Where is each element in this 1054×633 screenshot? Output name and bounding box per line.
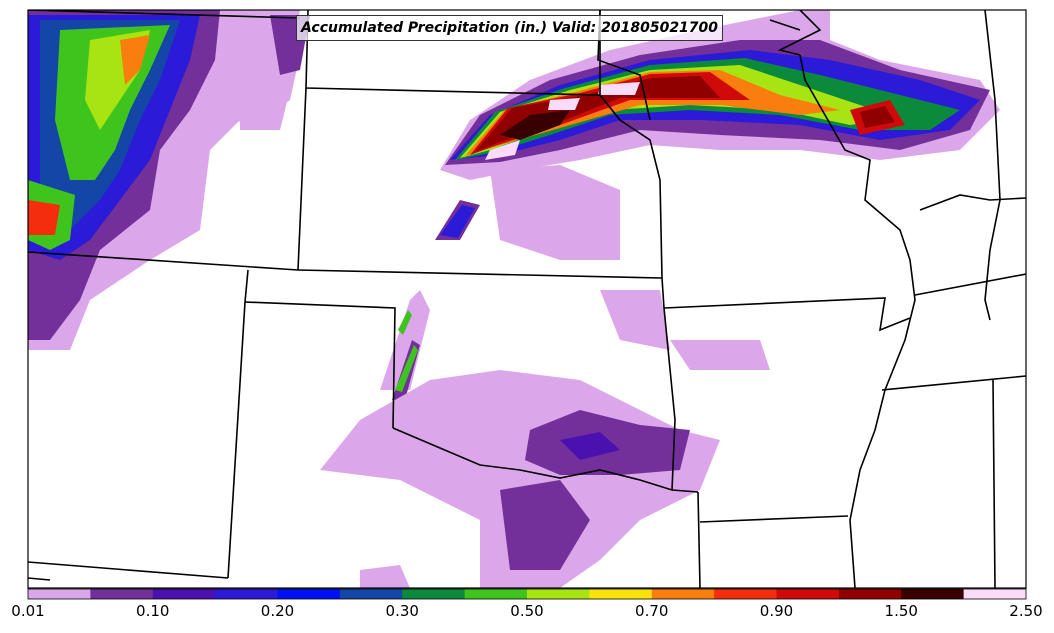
- map-title: Accumulated Precipitation (in.) Valid: 2…: [296, 15, 724, 41]
- colorbar-swatch: [527, 589, 590, 599]
- colorbar-tick-label: 1.50: [884, 602, 918, 620]
- colorbar-swatch: [339, 589, 403, 599]
- colorbar-swatch: [152, 589, 216, 599]
- colorbar-swatch: [838, 589, 902, 599]
- colorbar-swatch: [402, 589, 466, 599]
- colorbar-swatch: [215, 589, 278, 599]
- colorbar-swatch: [901, 589, 965, 599]
- colorbar: [28, 589, 1027, 599]
- precipitation-field: [28, 10, 1000, 588]
- colorbar-swatch: [28, 589, 91, 599]
- colorbar-tick-label: 0.70: [635, 602, 669, 620]
- colorbar-swatch: [651, 589, 715, 599]
- map-border: [27, 9, 1027, 589]
- colorbar-swatch: [776, 589, 840, 599]
- colorbar-tick-label: 0.30: [385, 602, 419, 620]
- colorbar-swatch: [963, 589, 1027, 599]
- colorbar-tick-label: 0.90: [759, 602, 794, 620]
- colorbar-swatch: [464, 589, 528, 599]
- colorbar-tick-label: 0.20: [260, 602, 295, 620]
- colorbar-swatch: [589, 589, 653, 599]
- colorbar-tick-label: 0.50: [510, 602, 544, 620]
- colorbar-swatch: [90, 589, 154, 599]
- colorbar-swatch: [714, 589, 777, 599]
- colorbar-swatch: [277, 589, 341, 599]
- colorbar-tick-label: 0.10: [136, 602, 170, 620]
- colorbar-tick-label: 2.50: [1009, 602, 1043, 620]
- colorbar-tick-label: 0.01: [11, 602, 45, 620]
